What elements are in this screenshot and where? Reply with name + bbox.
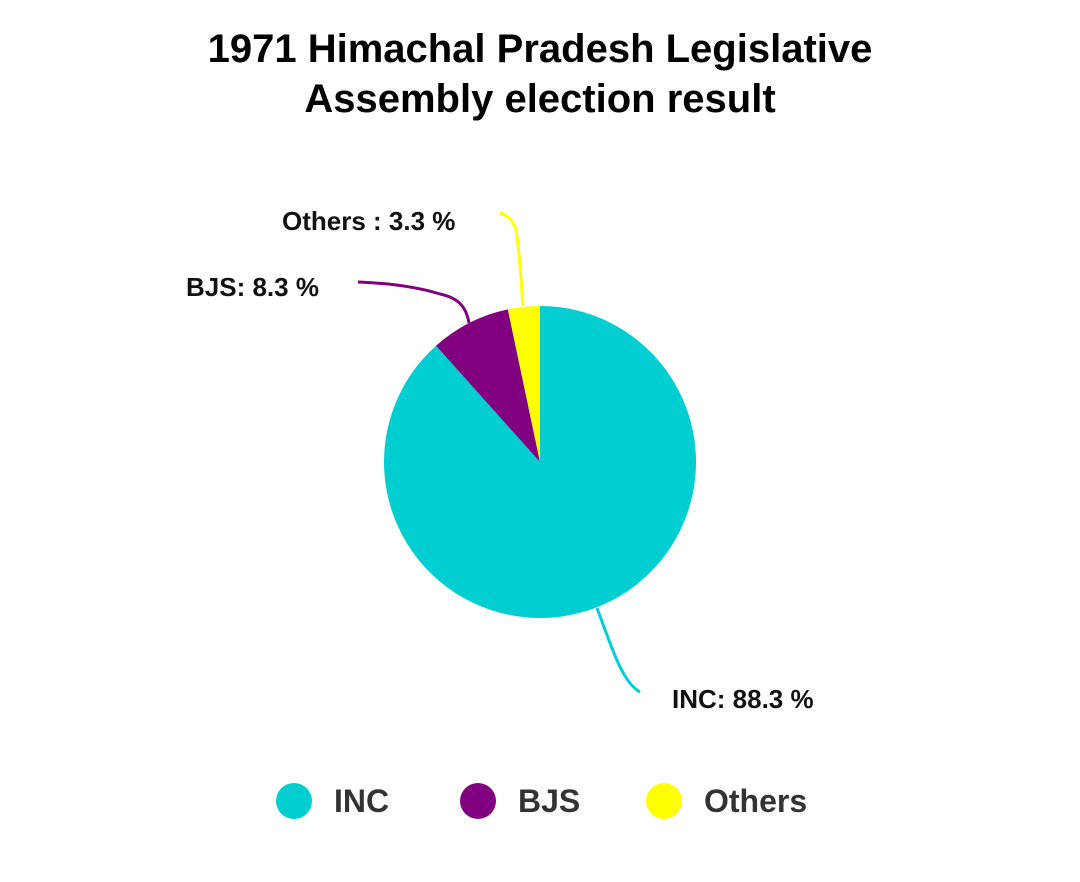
legend-swatch-others <box>646 783 682 819</box>
slice-label-others: Others : 3.3 % <box>282 206 455 236</box>
pie-slice-others[interactable] <box>507 306 540 462</box>
chart-title-line-1: 1971 Himachal Pradesh Legislative <box>207 27 873 71</box>
slice-labels: INC: 88.3 % BJS: 8.3 % Others : 3.3 % <box>186 206 814 714</box>
leader-lines <box>357 211 641 694</box>
chart-title-line-2: Assembly election result <box>304 77 776 121</box>
leader-line-bjs <box>357 280 471 324</box>
leader-line-others <box>499 211 525 307</box>
legend-swatch-bjs <box>460 783 496 819</box>
legend-item-bjs[interactable]: BJS <box>460 778 580 824</box>
legend-item-others[interactable]: Others <box>646 778 807 824</box>
legend-label-others: Others <box>704 782 808 819</box>
leader-line-inc <box>595 607 641 694</box>
legend-label-inc: INC <box>334 782 390 819</box>
pie-slice-inc[interactable] <box>384 305 697 618</box>
chart-title: 1971 Himachal Pradesh Legislative Assemb… <box>0 24 1080 124</box>
pie-slice-bjs[interactable] <box>436 309 540 462</box>
slice-label-inc: INC: 88.3 % <box>672 684 814 714</box>
slice-label-bjs: BJS: 8.3 % <box>186 272 319 302</box>
pie-slices <box>384 305 697 618</box>
legend-swatch-inc <box>276 783 312 819</box>
legend-item-inc[interactable]: INC <box>276 778 389 824</box>
legend: INC BJS Others <box>0 778 1080 824</box>
legend-label-bjs: BJS <box>518 782 581 819</box>
